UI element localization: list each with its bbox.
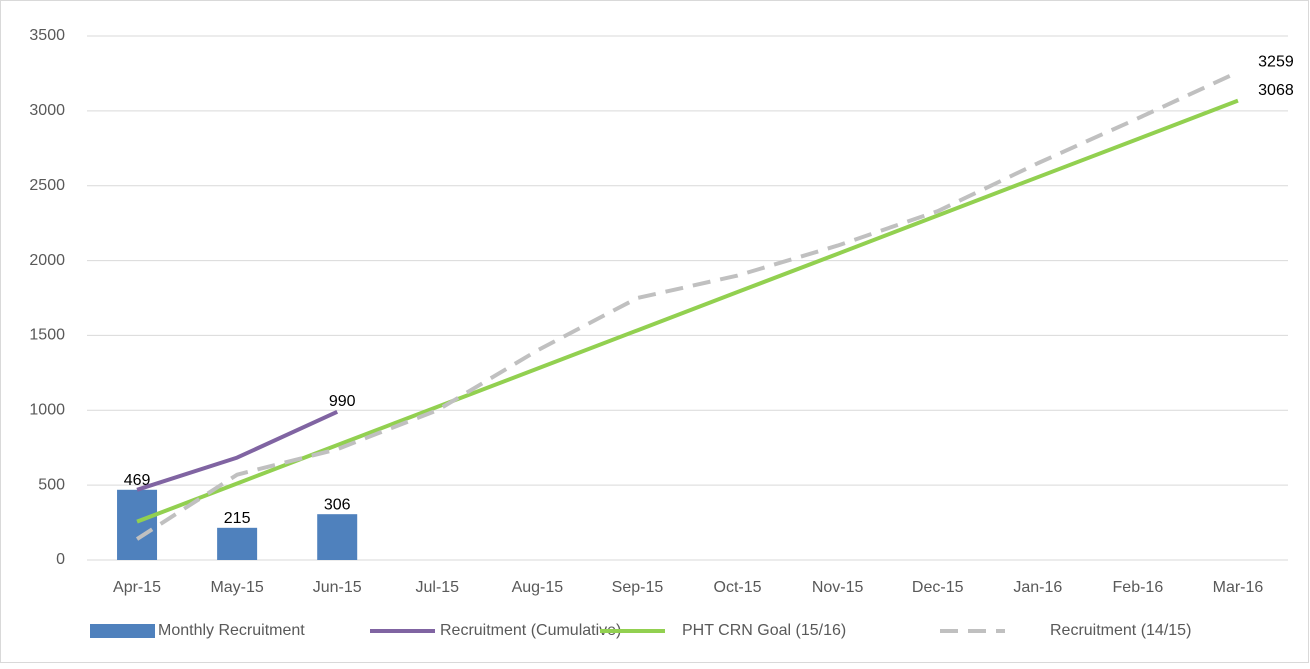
x-tick-label: Dec-15 — [912, 579, 964, 596]
line — [135, 70, 1239, 541]
x-tick-label: Sep-15 — [612, 579, 664, 596]
bar — [317, 514, 358, 560]
y-tick-label: 2500 — [29, 177, 65, 194]
data-label: 990 — [329, 393, 356, 410]
x-tick-label: Jan-16 — [1013, 579, 1062, 596]
bar — [217, 527, 258, 560]
line — [136, 409, 339, 492]
y-tick-label: 3500 — [29, 27, 65, 44]
x-tick-label: May-15 — [210, 579, 263, 596]
bar — [117, 489, 158, 560]
x-tick-label: Mar-16 — [1213, 579, 1264, 596]
data-label: 3259 — [1258, 53, 1294, 70]
x-tick-label: Apr-15 — [113, 579, 161, 596]
data-label: 3068 — [1258, 82, 1294, 99]
y-tick-label: 3000 — [29, 102, 65, 119]
data-label: 306 — [324, 496, 351, 513]
y-tick-label: 0 — [56, 551, 65, 568]
x-tick-label: Jul-15 — [416, 579, 460, 596]
y-tick-label: 1500 — [29, 327, 65, 344]
y-tick-label: 2000 — [29, 252, 65, 269]
legend-label: Recruitment (Cumulative) — [440, 622, 621, 639]
legend-swatch — [90, 624, 155, 638]
y-tick-label: 1000 — [29, 402, 65, 419]
x-tick-label: Feb-16 — [1113, 579, 1164, 596]
legend-label: Monthly Recruitment — [158, 622, 305, 639]
data-label: 215 — [224, 510, 251, 527]
data-label: 469 — [124, 472, 151, 489]
x-tick-label: Jun-15 — [313, 579, 362, 596]
legend-label: Recruitment (14/15) — [1050, 622, 1191, 639]
x-tick-label: Nov-15 — [812, 579, 864, 596]
x-tick-label: Aug-15 — [512, 579, 564, 596]
y-tick-label: 500 — [38, 476, 65, 493]
legend-label: PHT CRN Goal (15/16) — [682, 622, 846, 639]
x-tick-label: Oct-15 — [714, 579, 762, 596]
